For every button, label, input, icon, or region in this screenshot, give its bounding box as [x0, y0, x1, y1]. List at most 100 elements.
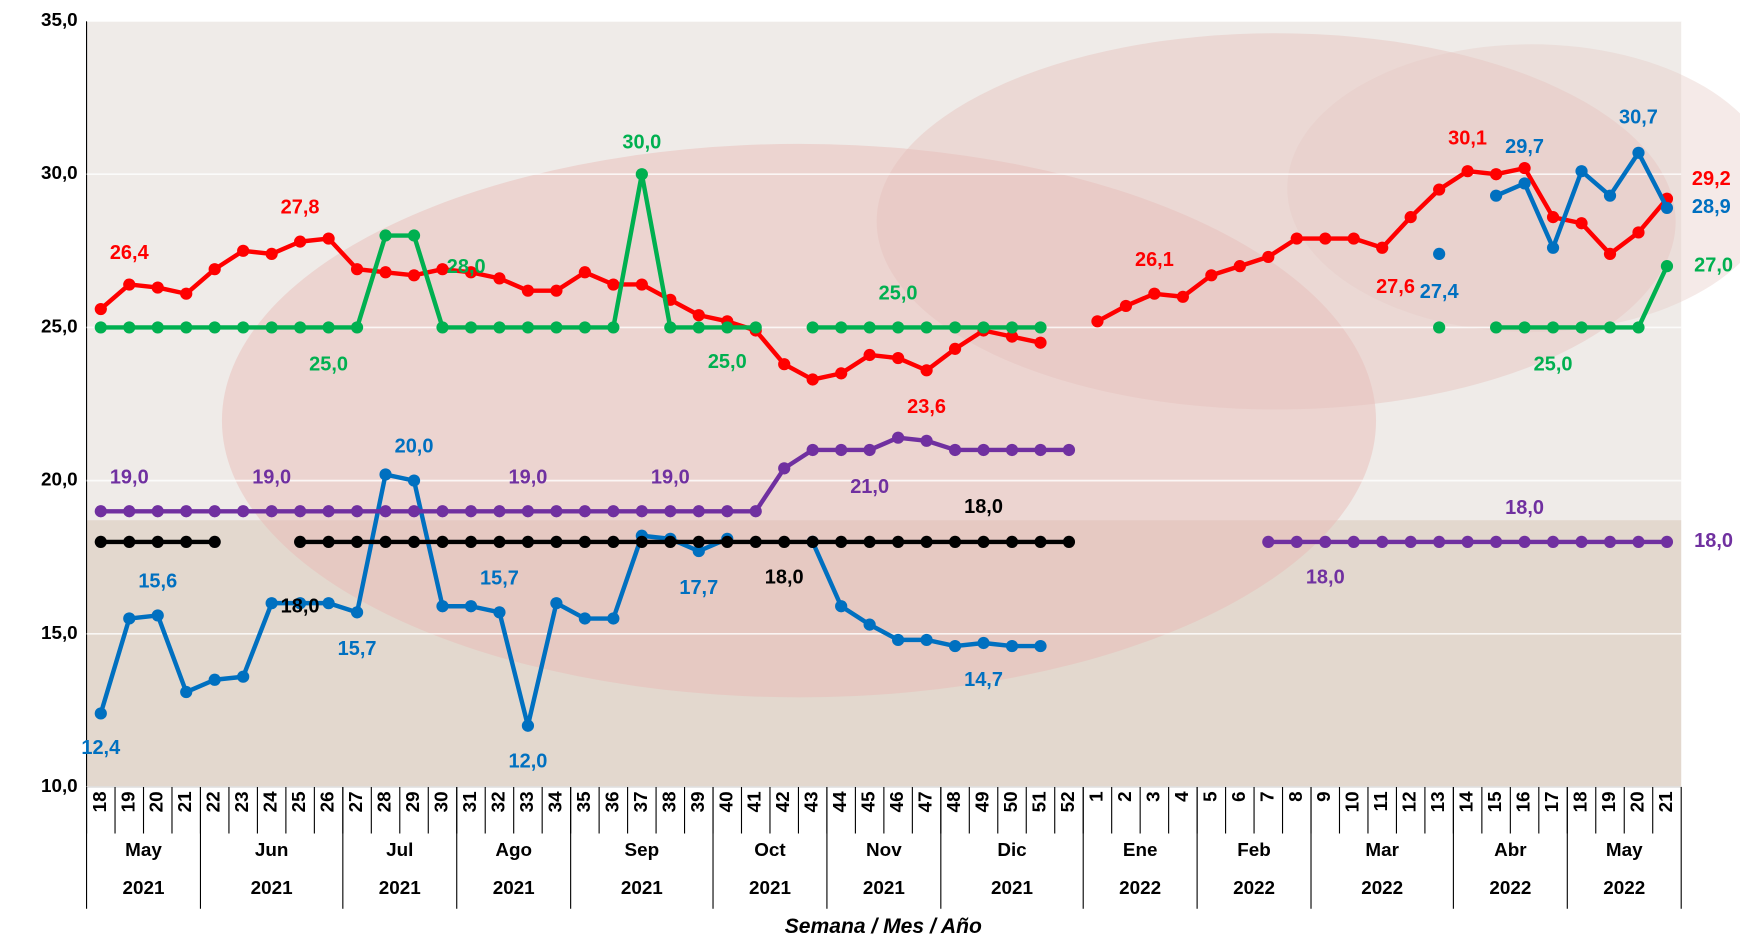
data-point — [949, 640, 961, 652]
data-point — [237, 505, 249, 517]
data-point — [693, 321, 705, 333]
data-point — [351, 263, 363, 275]
data-point — [408, 536, 420, 548]
y-tick-label: 30,0 — [41, 162, 78, 183]
month-label: May — [1606, 839, 1643, 860]
data-point — [294, 536, 306, 548]
data-label: 27,0 — [1694, 254, 1733, 276]
data-point — [180, 505, 192, 517]
data-point — [807, 321, 819, 333]
data-point — [123, 536, 135, 548]
data-point — [1490, 190, 1502, 202]
data-point — [892, 321, 904, 333]
data-point — [1632, 536, 1644, 548]
data-point — [1433, 536, 1445, 548]
data-point — [579, 505, 591, 517]
data-point — [351, 321, 363, 333]
data-point — [864, 321, 876, 333]
data-point — [1006, 321, 1018, 333]
data-point — [636, 278, 648, 290]
data-point — [864, 536, 876, 548]
data-label: 19,0 — [651, 466, 690, 488]
data-point — [607, 612, 619, 624]
x-tick-label: 1 — [1085, 791, 1106, 801]
x-tick-label: 41 — [744, 791, 765, 812]
data-point — [123, 278, 135, 290]
data-point — [1575, 321, 1587, 333]
data-point — [920, 634, 932, 646]
data-point — [351, 606, 363, 618]
data-point — [920, 435, 932, 447]
data-point — [1433, 183, 1445, 195]
data-point — [379, 536, 391, 548]
x-tick-label: 18 — [89, 791, 110, 812]
year-label: 2021 — [863, 877, 905, 898]
data-point — [1632, 321, 1644, 333]
data-point — [693, 309, 705, 321]
x-tick-label: 19 — [117, 791, 138, 812]
data-point — [1462, 165, 1474, 177]
data-label: 25,0 — [309, 353, 348, 375]
data-point — [237, 671, 249, 683]
data-point — [266, 505, 278, 517]
data-point — [322, 321, 334, 333]
month-label: Oct — [754, 839, 786, 860]
data-point — [949, 444, 961, 456]
x-tick-label: 10 — [1342, 791, 1363, 812]
data-point — [266, 321, 278, 333]
data-point — [636, 536, 648, 548]
x-axis-title: Semana / Mes / Año — [785, 915, 982, 938]
data-point — [465, 505, 477, 517]
data-label: 15,7 — [338, 638, 377, 660]
data-point — [949, 321, 961, 333]
x-tick-label: 29 — [402, 791, 423, 812]
data-point — [1604, 536, 1616, 548]
month-label: Jul — [386, 839, 413, 860]
data-point — [550, 597, 562, 609]
data-point — [436, 505, 448, 517]
data-point — [664, 321, 676, 333]
data-label: 18,0 — [964, 496, 1003, 518]
year-label: 2022 — [1489, 877, 1531, 898]
x-tick-label: 13 — [1427, 791, 1448, 812]
data-point — [123, 321, 135, 333]
x-tick-label: 5 — [1199, 791, 1220, 801]
data-label: 18,0 — [1505, 497, 1544, 519]
data-point — [721, 536, 733, 548]
x-tick-label: 46 — [886, 791, 907, 812]
month-label: May — [125, 839, 162, 860]
x-tick-label: 23 — [231, 791, 252, 812]
x-tick-label: 4 — [1171, 791, 1192, 802]
data-point — [322, 536, 334, 548]
y-tick-label: 10,0 — [41, 775, 78, 796]
data-point — [294, 505, 306, 517]
data-point — [579, 536, 591, 548]
data-point — [1490, 536, 1502, 548]
data-point — [579, 266, 591, 278]
x-tick-label: 49 — [972, 791, 993, 812]
data-point — [322, 597, 334, 609]
data-point — [607, 321, 619, 333]
data-point — [1063, 444, 1075, 456]
data-point — [95, 321, 107, 333]
x-tick-label: 22 — [203, 791, 224, 812]
x-tick-label: 21 — [174, 791, 195, 812]
x-tick-label: 7 — [1256, 791, 1277, 801]
data-point — [920, 536, 932, 548]
data-label: 26,1 — [1135, 249, 1174, 271]
x-tick-label: 26 — [317, 791, 338, 812]
data-point — [835, 444, 847, 456]
data-point — [1575, 217, 1587, 229]
data-point — [1661, 536, 1673, 548]
x-tick-label: 24 — [260, 791, 281, 812]
data-label: 20,0 — [395, 436, 434, 458]
data-point — [1462, 536, 1474, 548]
data-point — [920, 321, 932, 333]
year-label: 2022 — [1233, 877, 1275, 898]
data-point — [266, 597, 278, 609]
data-point — [436, 600, 448, 612]
data-point — [1518, 162, 1530, 174]
data-label: 21,0 — [850, 476, 889, 498]
data-point — [1120, 300, 1132, 312]
data-point — [522, 536, 534, 548]
